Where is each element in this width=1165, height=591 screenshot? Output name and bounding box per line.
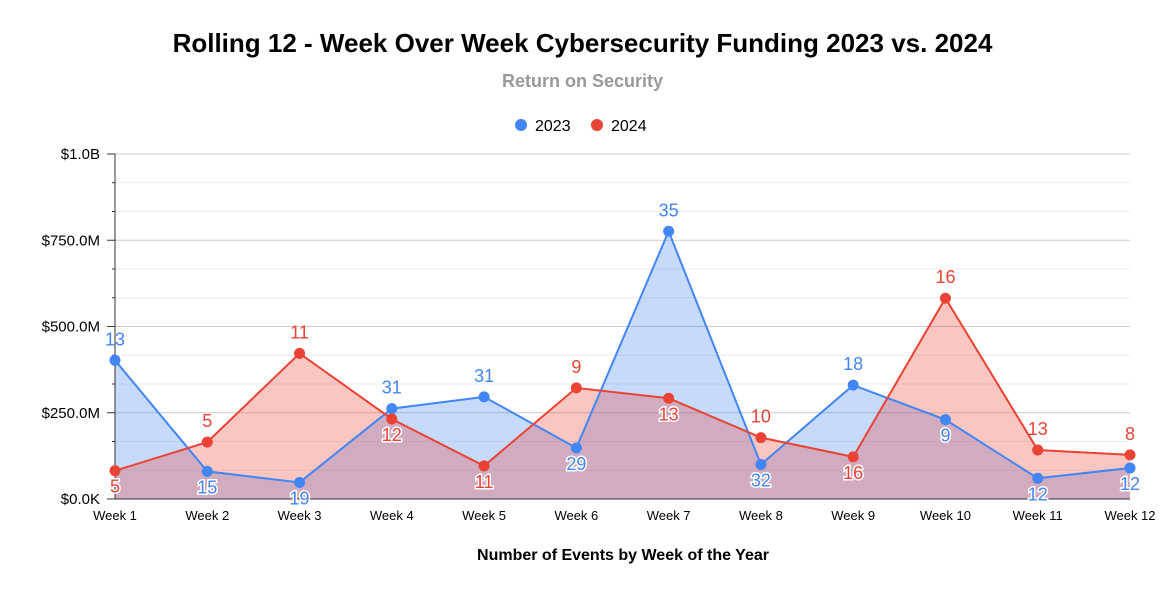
x-tick-label: Week 4 [370, 508, 414, 523]
y-tick-label: $750.0M [42, 232, 100, 249]
data-label-2023-week-6: 29 [566, 454, 586, 474]
data-label-2023-week-12: 12 [1120, 474, 1140, 494]
point-2024-week-1[interactable] [109, 465, 121, 477]
data-label-2023-week-4: 31 [382, 378, 402, 398]
x-tick-label: Week 10 [920, 508, 971, 523]
x-tick-label: Week 11 [1013, 508, 1063, 523]
data-label-2023-week-8: 32 [751, 471, 771, 491]
series-points [109, 225, 1136, 488]
data-label-2024-week-11: 13 [1028, 419, 1048, 439]
point-2023-week-2[interactable] [201, 465, 213, 477]
data-label-2023-week-7: 35 [659, 200, 679, 220]
point-2024-week-12[interactable] [1124, 449, 1136, 461]
x-tick-label: Week 6 [554, 508, 598, 523]
line-2024 [114, 296, 1131, 472]
chart-title: Rolling 12 - Week Over Week Cybersecurit… [172, 28, 993, 58]
area-2023 [115, 231, 1130, 499]
legend-marker-2024[interactable] [591, 119, 603, 131]
series-areas [115, 231, 1130, 499]
point-2023-week-6[interactable] [570, 442, 582, 454]
point-2023-week-4[interactable] [386, 403, 398, 415]
x-tick-label: Week 5 [462, 508, 506, 523]
data-label-2023-week-3: 19 [290, 488, 310, 508]
x-axis-label: Number of Events by Week of the Year [477, 547, 769, 564]
legend-label-2024[interactable]: 2024 [611, 118, 647, 135]
series-lines [114, 228, 1131, 484]
point-2023-week-1[interactable] [109, 354, 121, 366]
x-tick-label: Week 12 [1104, 508, 1155, 523]
data-label-2023-week-5: 31 [474, 366, 494, 386]
data-label-2023-week-1: 13 [105, 329, 125, 349]
point-2023-week-9[interactable] [847, 379, 859, 391]
point-2024-week-2[interactable] [201, 436, 213, 448]
x-tick-label: Week 2 [185, 508, 229, 523]
point-2024-week-10[interactable] [939, 292, 951, 304]
point-2023-week-5[interactable] [478, 391, 490, 403]
point-2024-week-7[interactable] [663, 392, 675, 404]
data-label-2024-week-12: 8 [1125, 424, 1135, 444]
point-2024-week-11[interactable] [1032, 444, 1044, 456]
data-label-2024-week-10: 16 [935, 267, 955, 287]
point-2023-week-12[interactable] [1124, 462, 1136, 474]
data-label-2023-week-11: 12 [1028, 484, 1048, 504]
y-tick-label: $0.0K [61, 491, 100, 508]
x-tick-label: Week 7 [647, 508, 691, 523]
data-label-2024-week-1: 5 [110, 477, 120, 497]
chart-subtitle: Return on Security [501, 71, 664, 91]
data-label-2023-week-2: 15 [197, 477, 217, 497]
legend-marker-2023[interactable] [515, 119, 527, 131]
x-tick-label: Week 9 [831, 508, 875, 523]
data-label-2023-week-10: 9 [940, 426, 950, 446]
point-2024-week-6[interactable] [570, 382, 582, 394]
point-2024-week-9[interactable] [847, 451, 859, 463]
data-label-2023-week-9: 18 [843, 354, 863, 374]
point-2023-week-11[interactable] [1032, 472, 1044, 484]
legend-label-2023[interactable]: 2023 [535, 118, 571, 135]
line-2023 [114, 228, 1131, 484]
data-label-2024-week-6: 9 [571, 357, 581, 377]
y-tick-label: $250.0M [42, 405, 100, 422]
x-axis-ticks: Week 1 Week 2 Week 3 Week 4 Week 5 Week 6 Week… [93, 508, 1155, 523]
point-2023-week-10[interactable] [939, 414, 951, 426]
y-axis-ticks: $0.0K $250.0M $500.0M $750.0M $1.0B [42, 146, 100, 508]
data-label-2024-week-2: 5 [202, 411, 212, 431]
data-label-2024-week-5: 11 [475, 472, 494, 492]
y-tick-label: $500.0M [42, 319, 100, 336]
x-tick-label: Week 3 [278, 508, 322, 523]
point-2024-week-4[interactable] [386, 413, 398, 425]
data-label-2024-week-7: 13 [659, 404, 679, 424]
x-tick-label: Week 8 [739, 508, 783, 523]
point-2023-week-7[interactable] [663, 225, 675, 237]
data-label-2024-week-4: 12 [382, 425, 402, 445]
data-label-2024-week-3: 11 [290, 322, 309, 342]
data-labels: 13 5 5 15 11 19 31 12 31 11 9 29 35 13 10 32 18 16 16 9 13 12… [105, 200, 1142, 510]
legend[interactable]: 2023 2024 [515, 118, 647, 135]
point-2023-week-8[interactable] [755, 459, 767, 470]
point-2024-week-5[interactable] [478, 460, 490, 472]
point-2023-week-3[interactable] [294, 476, 306, 488]
data-label-2024-week-8: 10 [751, 407, 771, 427]
point-2024-week-8[interactable] [755, 432, 767, 444]
point-2024-week-3[interactable] [294, 347, 306, 359]
area-2024 [115, 298, 1130, 499]
data-label-2024-week-9: 16 [843, 463, 863, 483]
y-tick-label: $1.0B [61, 146, 100, 163]
x-tick-label: Week 1 [93, 508, 137, 523]
